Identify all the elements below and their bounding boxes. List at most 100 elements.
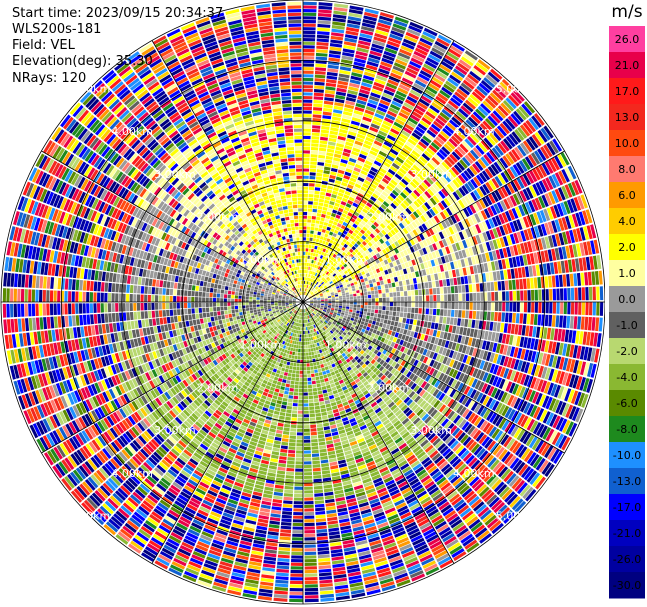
ray-gate (500, 186, 509, 198)
ray-gate (474, 320, 480, 329)
ray-gate (378, 297, 383, 302)
ray-gate (303, 66, 314, 71)
ray-gate (328, 259, 333, 264)
ray-gate (464, 99, 477, 110)
ray-gate (351, 72, 363, 78)
ray-gate (307, 277, 310, 281)
ray-gate (474, 88, 486, 99)
ray-gate (419, 170, 428, 179)
ray-gate (507, 269, 512, 280)
ray-gate (295, 457, 303, 461)
ray-gate (330, 383, 336, 388)
ray-gate (366, 60, 379, 68)
ray-gate (349, 79, 361, 85)
ray-gate (444, 54, 458, 64)
ray-gate (414, 161, 424, 170)
ray-gate (326, 283, 330, 287)
ray-gate (418, 225, 425, 233)
ray-gate (353, 296, 357, 300)
ray-gate (314, 281, 318, 285)
ray-gate (373, 243, 379, 249)
ray-gate (304, 292, 307, 296)
ray-gate (327, 234, 332, 239)
ray-gate (405, 158, 414, 167)
ray-gate (304, 277, 306, 281)
ray-gate (402, 227, 409, 235)
ray-gate (323, 362, 328, 367)
ray-gate (343, 41, 357, 47)
ray-gate (306, 277, 309, 281)
ray-gate (342, 306, 346, 309)
ray-gate (305, 251, 308, 256)
ray-gate (327, 208, 333, 213)
ray-gate (402, 189, 410, 197)
ray-gate (373, 140, 383, 147)
ray-gate (369, 208, 376, 215)
ray-gate (383, 188, 391, 195)
ray-gate (315, 281, 319, 286)
ray-gate (358, 126, 368, 133)
ray-gate (304, 320, 306, 324)
ray-gate (320, 459, 329, 464)
ray-gate (348, 127, 358, 133)
ray-gate (381, 123, 391, 131)
ray-gate (315, 176, 322, 181)
ray-gate (303, 204, 308, 208)
ray-gate (310, 150, 318, 155)
ray-gate (309, 362, 314, 367)
ray-gate (458, 85, 471, 96)
ray-gate (424, 201, 431, 210)
ray-gate (527, 302, 531, 313)
ray-gate (303, 193, 308, 198)
ray-gate (321, 184, 328, 189)
ray-gate (304, 508, 314, 512)
ray-gate (454, 148, 464, 158)
ray-gate (303, 291, 305, 295)
ray-gate (385, 263, 391, 270)
ray-gate (317, 430, 324, 435)
ray-gate (318, 441, 326, 446)
ray-gate (303, 396, 309, 400)
ray-gate (599, 286, 604, 301)
ray-gate (340, 159, 348, 164)
ray-gate (406, 233, 412, 240)
ray-gate (502, 155, 512, 167)
ray-gate (331, 271, 335, 276)
ray-gate (422, 269, 427, 276)
ray-gate (404, 302, 408, 307)
ray-gate (461, 156, 471, 167)
ray-gate (425, 268, 430, 275)
ray-gate (362, 183, 370, 189)
ray-gate (369, 126, 379, 133)
ray-gate (422, 239, 428, 247)
ray-gate (306, 237, 310, 241)
ray-gate (323, 222, 329, 227)
ray-gate (303, 439, 311, 443)
ray-gate (312, 212, 317, 217)
ray-gate (357, 43, 370, 50)
ray-gate (569, 273, 574, 287)
ray-gate (324, 400, 331, 405)
ray-gate (563, 302, 568, 315)
ray-gate (317, 434, 325, 439)
ray-gate (432, 288, 437, 295)
ray-gate (382, 293, 386, 298)
ray-gate (367, 173, 375, 180)
ray-gate (403, 74, 415, 82)
ray-gate (380, 96, 392, 103)
ray-gate (303, 77, 314, 82)
ray-gate (357, 176, 365, 183)
ray-gate (309, 270, 312, 274)
ray-gate (304, 327, 306, 331)
ray-gate (412, 278, 417, 284)
ray-gate (352, 202, 359, 208)
ray-gate (341, 118, 351, 124)
ray-gate (312, 471, 322, 476)
ray-gate (359, 173, 367, 179)
ray-gate (330, 39, 343, 45)
ray-gate (347, 89, 358, 96)
ray-gate (458, 293, 462, 302)
ray-gate (395, 139, 405, 147)
ray-gate (329, 281, 333, 285)
ray-gate (336, 262, 341, 266)
